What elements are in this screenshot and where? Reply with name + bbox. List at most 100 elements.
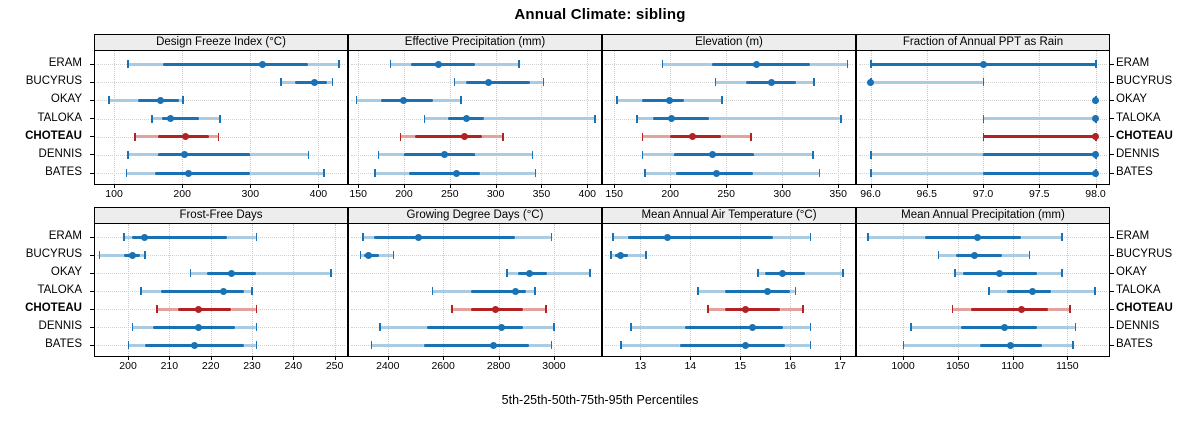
percentile-iqr-segment xyxy=(132,235,228,239)
median-dot xyxy=(190,341,198,349)
y-axis-tick xyxy=(1110,326,1114,328)
x-axis-tick xyxy=(128,356,130,360)
whisker-cap-left xyxy=(619,341,622,349)
panel-strip-title: Mean Annual Air Temperature (°C) xyxy=(602,207,856,223)
percentile-75-95-segment xyxy=(199,117,220,120)
x-axis-tick xyxy=(443,356,445,360)
percentile-75-95-segment xyxy=(1021,235,1062,239)
percentile-iqr-segment xyxy=(653,117,710,120)
station-label-right: DENNIS xyxy=(1116,320,1160,332)
median-dot xyxy=(709,151,717,159)
whisker-cap-left xyxy=(629,323,632,331)
panel-4: 96.0 96.5 97.0 97.5 98.0 xyxy=(856,50,1114,200)
vertical-gridline xyxy=(640,224,642,356)
whisker-cap-left xyxy=(431,287,434,295)
x-axis-tick-label: 400 xyxy=(578,188,597,200)
percentile-iqr-segment xyxy=(403,153,476,157)
horizontal-gridline xyxy=(97,255,345,256)
x-axis-tick-label: 250 xyxy=(441,188,459,200)
x-axis-tick xyxy=(726,184,728,188)
x-axis-tick xyxy=(1095,184,1097,188)
percentile-5-25-segment xyxy=(616,98,643,102)
station-label-right: BUCYRUS xyxy=(1116,248,1173,260)
percentile-iqr-segment xyxy=(983,135,1096,139)
x-axis-tick-label: 14 xyxy=(684,360,697,372)
whisker-cap-left xyxy=(506,269,508,277)
station-label-right: TALOKA xyxy=(1116,284,1161,296)
whisker-cap-right xyxy=(1095,60,1097,68)
percentile-5-25-segment xyxy=(128,343,145,347)
whisker-cap-left xyxy=(870,150,872,159)
whisker-cap-left xyxy=(902,341,905,349)
median-dot xyxy=(452,169,460,177)
y-axis-tick xyxy=(1110,172,1114,174)
percentile-iqr-segment xyxy=(983,171,1096,175)
x-axis-tick-label: 300 xyxy=(241,188,260,200)
station-label-right: OKAY xyxy=(1116,93,1148,106)
station-label-left: TALOKA xyxy=(37,111,82,124)
percentile-iqr-segment xyxy=(466,80,531,84)
percentile-5-25-segment xyxy=(630,325,686,329)
whisker-cap-right xyxy=(255,323,258,331)
whisker-cap-right xyxy=(721,96,723,105)
median-dot xyxy=(141,233,149,241)
percentile-75-95-segment xyxy=(547,271,590,275)
percentile-75-95-segment xyxy=(1050,289,1095,293)
station-label-right: CHOTEAU xyxy=(1116,129,1173,142)
percentile-5-25-segment xyxy=(451,307,471,311)
percentile-iqr-segment xyxy=(924,235,1022,239)
percentile-5-25-segment xyxy=(910,325,962,329)
whisker-cap-right xyxy=(842,269,844,277)
station-label-left: ERAM xyxy=(48,230,82,242)
y-axis-tick xyxy=(1110,308,1114,310)
median-dot xyxy=(1092,115,1099,122)
median-dot xyxy=(664,233,672,241)
x-axis-tick xyxy=(926,184,928,188)
whisker-cap-left xyxy=(697,287,699,295)
station-label-left: BUCYRUS xyxy=(25,248,82,260)
percentile-iqr-segment xyxy=(983,153,1096,157)
x-axis-tick xyxy=(740,356,742,360)
panel-strip-title: Elevation (m) xyxy=(602,34,856,50)
percentile-5-25-segment xyxy=(707,307,726,311)
percentile-5-25-segment xyxy=(612,235,628,239)
x-axis-tick xyxy=(449,184,451,188)
percentile-iqr-segment xyxy=(642,98,684,102)
percentile-5-25-segment xyxy=(870,153,983,157)
percentile-5-25-segment xyxy=(938,253,956,257)
whisker-cap-right xyxy=(502,132,505,141)
percentile-5-25-segment xyxy=(400,135,415,139)
whisker-cap-left xyxy=(127,341,130,349)
median-dot xyxy=(219,287,227,295)
x-axis-tick xyxy=(250,184,252,188)
x-axis-tick xyxy=(690,356,692,360)
whisker-cap-right xyxy=(255,233,258,241)
median-dot xyxy=(185,169,193,177)
x-axis-tick-label: 1050 xyxy=(946,360,970,372)
station-label-left: BATES xyxy=(45,338,82,350)
whisker-cap-left xyxy=(910,323,912,331)
panel-strip-title: Mean Annual Precipitation (mm) xyxy=(856,207,1110,223)
median-dot xyxy=(440,151,448,159)
percentile-75-95-segment xyxy=(227,235,257,239)
percentile-iqr-segment xyxy=(423,343,529,347)
x-axis-tick xyxy=(553,356,555,360)
panel-1: 100 200 300 400 xyxy=(90,50,348,200)
median-dot xyxy=(995,269,1003,277)
vertical-gridline xyxy=(293,224,295,356)
x-axis-tick xyxy=(957,356,959,360)
horizontal-gridline xyxy=(605,255,853,256)
percentile-iqr-segment xyxy=(685,325,783,329)
percentile-5-25-segment xyxy=(151,117,162,120)
median-dot xyxy=(167,115,175,122)
median-dot xyxy=(616,251,624,259)
median-dot xyxy=(979,60,987,68)
median-dot xyxy=(156,96,164,104)
whisker-cap-left xyxy=(609,251,612,259)
percentile-75-95-segment xyxy=(709,117,841,120)
median-dot xyxy=(180,151,188,159)
whisker-cap-right xyxy=(518,60,520,68)
percentile-iqr-segment xyxy=(177,307,232,311)
percentile-iqr-segment xyxy=(161,289,244,293)
x-axis-tick xyxy=(1067,356,1069,360)
